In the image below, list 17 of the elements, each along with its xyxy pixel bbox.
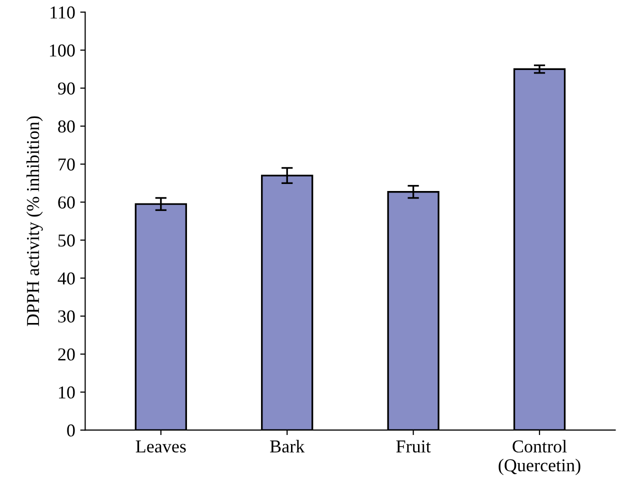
y-tick-label: 100 bbox=[50, 44, 75, 57]
y-axis-title: DPPH activity (% inhibition) bbox=[26, 116, 43, 326]
x-tick-label: Leaves bbox=[136, 440, 186, 453]
y-tick-label: 70 bbox=[58, 158, 75, 171]
y-tick-label: 20 bbox=[58, 348, 75, 361]
x-tick-label: Fruit bbox=[396, 440, 431, 453]
y-tick-label: 30 bbox=[58, 310, 75, 323]
x-tick-label: Control (Quercetin) bbox=[498, 440, 580, 476]
y-tick-label: 50 bbox=[58, 234, 75, 247]
y-tick-label: 40 bbox=[58, 272, 75, 285]
y-tick-label: 110 bbox=[50, 6, 75, 19]
y-tick-label: 60 bbox=[58, 196, 75, 209]
y-tick-label: 80 bbox=[58, 120, 75, 133]
y-tick-label: 0 bbox=[67, 424, 75, 437]
x-tick-label: Bark bbox=[270, 440, 305, 453]
y-tick-label: 90 bbox=[58, 82, 75, 95]
y-tick-label: 10 bbox=[58, 386, 75, 399]
